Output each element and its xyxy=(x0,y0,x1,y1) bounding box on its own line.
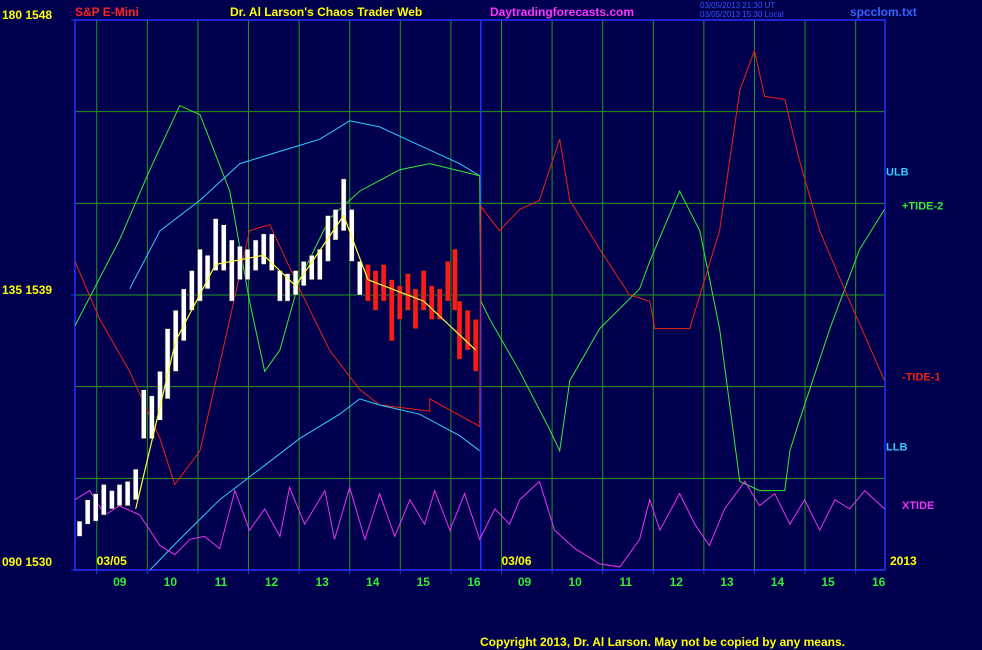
x-tick-label: 13 xyxy=(315,575,329,589)
price-bar xyxy=(92,493,99,522)
price-bar xyxy=(284,273,291,302)
y-tick-label: 180 1548 xyxy=(2,8,52,22)
y-tick-label: 090 1530 xyxy=(2,555,52,569)
price-bar xyxy=(181,288,187,342)
price-bar xyxy=(220,224,227,271)
x-tick-label: 15 xyxy=(417,575,431,589)
price-bar xyxy=(357,261,363,296)
series-line xyxy=(74,48,885,486)
series-label: ULB xyxy=(886,167,909,179)
price-bar xyxy=(309,255,315,280)
price-bar xyxy=(204,255,211,290)
price-bar xyxy=(197,248,203,302)
price-bar xyxy=(365,264,371,302)
year-label: 2013 xyxy=(890,554,917,568)
timestamp: 03/05/2013 15:30 Local xyxy=(700,10,784,19)
price-bar xyxy=(388,279,395,342)
price-bar xyxy=(116,484,123,507)
date-label: 03/06 xyxy=(502,554,532,568)
x-tick-label: 12 xyxy=(265,575,279,589)
x-tick-label: 11 xyxy=(619,575,632,589)
filename: spcclom.txt xyxy=(850,5,917,19)
price-bar xyxy=(372,270,379,311)
x-tick-label: 14 xyxy=(366,575,380,589)
price-bar xyxy=(109,490,115,510)
price-bar xyxy=(317,248,323,280)
price-bar xyxy=(164,328,171,400)
price-bar xyxy=(229,239,235,302)
price-bar xyxy=(212,218,219,271)
price-bar xyxy=(260,233,267,265)
price-bar xyxy=(141,389,147,439)
price-bar xyxy=(76,520,83,537)
price-bar xyxy=(84,499,91,525)
chart-title: Dr. Al Larson's Chaos Trader Web xyxy=(230,5,422,19)
copyright: Copyright 2013, Dr. Al Larson. May not b… xyxy=(480,635,845,649)
y-tick-label: 135 1539 xyxy=(2,283,52,297)
price-bar xyxy=(428,285,435,320)
price-bar xyxy=(464,310,471,351)
x-tick-label: 16 xyxy=(872,575,886,589)
x-tick-label: 12 xyxy=(670,575,684,589)
price-bar xyxy=(277,270,283,302)
timestamp: 03/05/2013 21:30 UT xyxy=(700,1,775,10)
price-bar xyxy=(405,273,411,311)
series-line xyxy=(149,398,481,571)
price-bar xyxy=(189,270,195,311)
price-bar xyxy=(445,261,451,302)
price-bar xyxy=(101,484,107,516)
x-tick-label: 09 xyxy=(113,575,127,589)
x-tick-label: 10 xyxy=(164,575,178,589)
price-bar xyxy=(269,233,275,271)
price-bar xyxy=(380,264,387,302)
price-bar xyxy=(397,285,403,320)
series-label: XTIDE xyxy=(902,500,934,512)
x-tick-label: 16 xyxy=(467,575,481,589)
website: Daytradingforecasts.com xyxy=(490,5,634,19)
price-bar xyxy=(456,300,463,360)
series-line xyxy=(74,104,885,492)
price-bar xyxy=(420,270,427,311)
x-tick-label: 13 xyxy=(720,575,734,589)
price-bar xyxy=(340,178,347,232)
date-label: 03/05 xyxy=(97,554,127,568)
price-bar xyxy=(252,239,259,271)
series-label: -TIDE-1 xyxy=(902,371,941,383)
instrument: S&P E-Mini xyxy=(75,5,139,19)
series-label: LLB xyxy=(886,442,907,454)
x-tick-label: 09 xyxy=(518,575,532,589)
price-bar xyxy=(437,288,443,320)
series-line xyxy=(129,120,480,290)
x-tick-label: 11 xyxy=(215,575,228,589)
price-bar xyxy=(472,319,479,372)
price-bar xyxy=(412,288,419,329)
price-bar xyxy=(237,245,243,280)
series-line xyxy=(74,480,885,568)
overlay-line xyxy=(135,214,477,510)
x-tick-label: 14 xyxy=(771,575,785,589)
price-bar xyxy=(452,248,458,311)
x-tick-label: 15 xyxy=(821,575,835,589)
price-bar xyxy=(244,248,251,280)
series-label: +TIDE-2 xyxy=(902,200,943,212)
price-bar xyxy=(132,468,139,500)
x-tick-label: 10 xyxy=(568,575,582,589)
price-bar xyxy=(124,481,131,507)
